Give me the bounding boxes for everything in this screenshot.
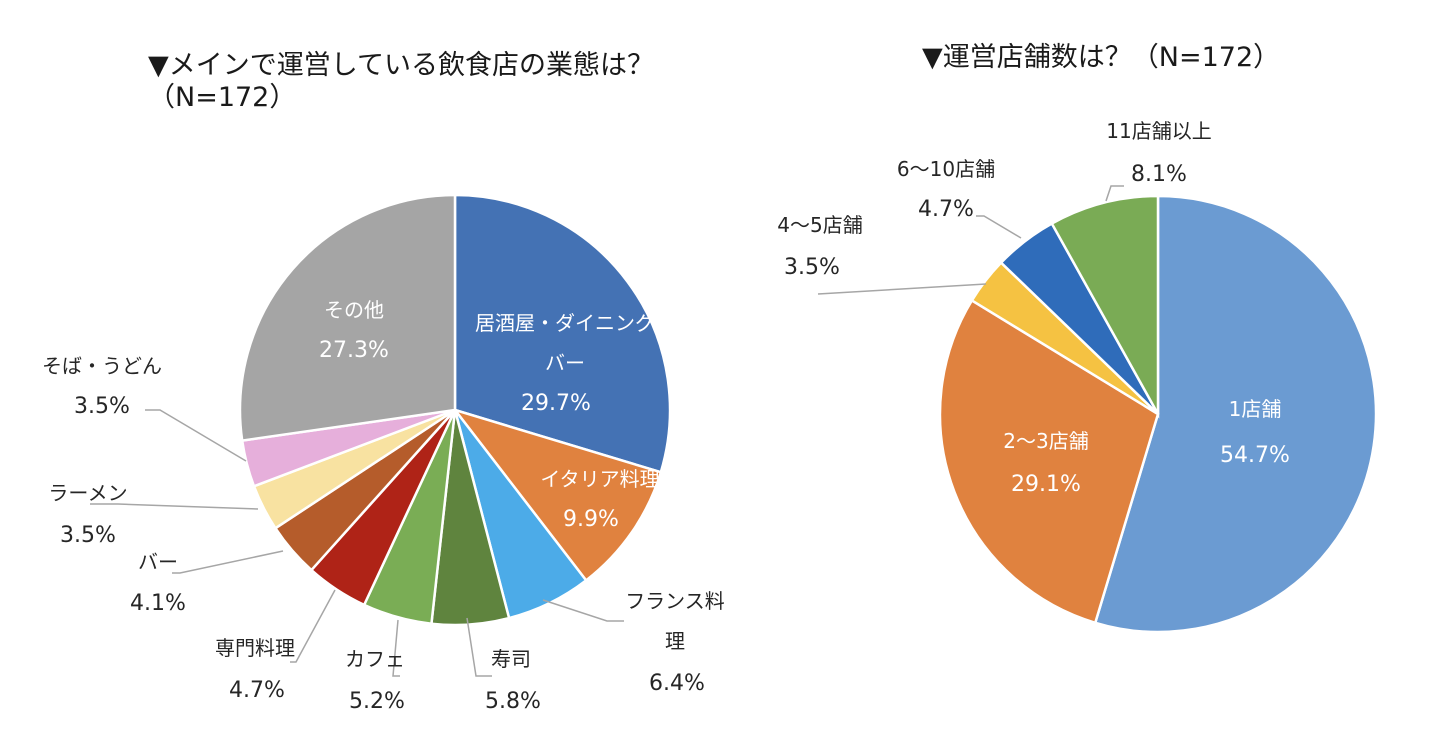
left-slice-italian — [451, 407, 663, 583]
right-label-four-five: 4〜5店舗 — [777, 213, 862, 237]
left-leader-ramen — [90, 503, 259, 510]
left-label-sushi: 寿司 — [491, 647, 531, 671]
left-value-cafe: 5.2% — [349, 689, 405, 714]
right-leader-eleven-plus — [1105, 185, 1124, 202]
left-label-french-line2: 理 — [665, 629, 685, 653]
right-label-two-three: 2〜3店舗 — [1003, 429, 1088, 453]
left-value-ramen: 3.5% — [60, 523, 116, 548]
left-label-ramen: ラーメン — [48, 481, 127, 505]
right-value-six-ten: 4.7% — [918, 197, 974, 222]
left-pie-leaders — [90, 409, 624, 677]
left-leader-cafe — [392, 619, 400, 677]
left-value-other: 27.3% — [319, 338, 389, 363]
left-pie-slices — [238, 193, 672, 627]
left-leader-specialty — [290, 589, 336, 663]
left-chart-title-line1: ▼メインで運営している飲食店の業態は？ — [148, 50, 654, 81]
left-label-izakaya: 居酒屋・ダイニング — [475, 311, 655, 335]
left-value-bar: 4.1% — [130, 591, 186, 616]
left-label-french: フランス料 — [625, 589, 725, 613]
right-leader-six-ten — [976, 215, 1022, 239]
left-leader-bar — [172, 550, 284, 574]
left-label-other: その他 — [324, 298, 384, 322]
right-value-one: 54.7% — [1220, 443, 1290, 468]
left-value-soba: 3.5% — [74, 394, 130, 419]
left-pie-labels: 居酒屋・ダイニングバー29.7%イタリア料理9.9%フランス料理6.4%寿司5.… — [42, 298, 725, 714]
right-slice-one — [1093, 194, 1378, 634]
left-label-cafe: カフェ — [345, 647, 405, 671]
right-label-eleven-plus: 11店舗以上 — [1106, 119, 1211, 143]
left-label-izakaya-line2: バー — [545, 351, 585, 375]
left-label-soba: そば・うどん — [42, 354, 162, 378]
right-pie-labels: 1店舗 54.7% 2〜3店舗 29.1% 4〜5店舗 3.5% 6〜10店舗 4.7% 11店… — [777, 119, 1290, 497]
left-leader-french — [542, 599, 624, 622]
right-slice-eleven-plus — [1050, 194, 1160, 419]
left-value-french: 6.4% — [649, 671, 705, 696]
right-value-two-three: 29.1% — [1011, 472, 1081, 497]
right-value-four-five: 3.5% — [784, 255, 840, 280]
left-slice-other — [238, 193, 457, 443]
right-pie-slices — [938, 194, 1378, 634]
left-leader-sushi — [466, 617, 492, 677]
left-value-italian: 9.9% — [563, 507, 619, 532]
right-chart-title: ▼運営店舗数は？（N=172） — [922, 42, 1281, 73]
left-value-izakaya: 29.7% — [521, 391, 591, 416]
right-label-six-ten: 6〜10店舗 — [897, 157, 995, 181]
left-leader-soba — [145, 409, 247, 462]
left-label-specialty: 専門料理 — [215, 636, 295, 660]
right-leader-four-five — [817, 283, 987, 295]
right-pie-leaders — [817, 185, 1124, 295]
right-value-eleven-plus: 8.1% — [1131, 162, 1187, 187]
left-label-italian: イタリア料理 — [540, 467, 659, 491]
left-value-sushi: 5.8% — [485, 689, 541, 714]
right-label-one: 1店舗 — [1229, 397, 1282, 421]
left-label-bar: バー — [138, 550, 178, 574]
left-value-specialty: 4.7% — [229, 678, 285, 703]
left-chart-title: ▼メインで運営している飲食店の業態は？ （N=172） — [148, 50, 654, 114]
left-chart-title-line2: （N=172） — [148, 82, 297, 113]
left-slice-izakaya — [453, 193, 672, 474]
